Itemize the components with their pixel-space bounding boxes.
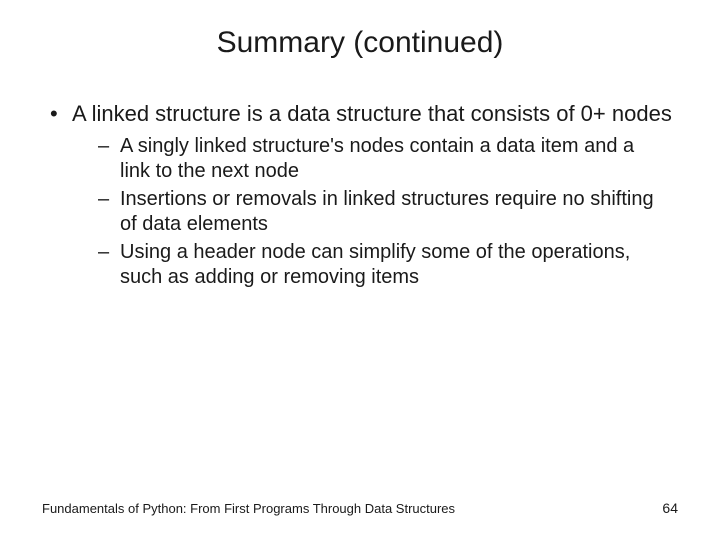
slide: Summary (continued) A linked structure i… (0, 0, 720, 540)
slide-content: A linked structure is a data structure t… (0, 100, 720, 291)
sub-bullet: Insertions or removals in linked structu… (96, 187, 668, 238)
footer-source: Fundamentals of Python: From First Progr… (42, 501, 455, 516)
slide-footer: Fundamentals of Python: From First Progr… (42, 500, 678, 516)
footer-page-number: 64 (662, 500, 678, 516)
sub-bullet: A singly linked structure's nodes contai… (96, 134, 668, 185)
slide-title: Summary (continued) (0, 0, 720, 100)
main-bullet: A linked structure is a data structure t… (42, 100, 678, 128)
sub-bullet-list: A singly linked structure's nodes contai… (42, 134, 678, 292)
sub-bullet: Using a header node can simplify some of… (96, 240, 668, 291)
